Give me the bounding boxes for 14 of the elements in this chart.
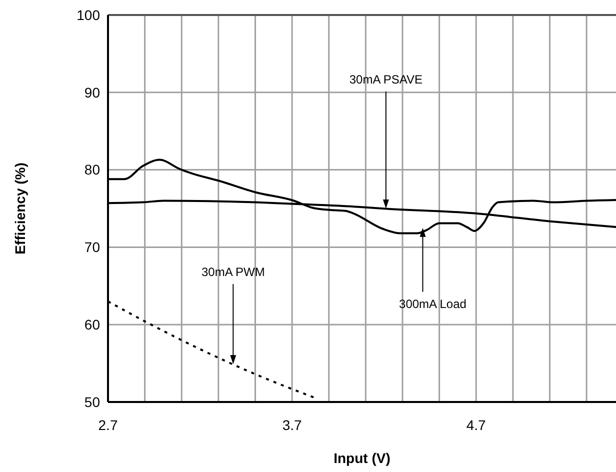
y-tick-label: 90 bbox=[84, 84, 100, 100]
annotation: 30mA PSAVE bbox=[349, 72, 423, 86]
x-tick-label: 2.7 bbox=[98, 417, 118, 433]
y-tick-label: 80 bbox=[84, 162, 100, 178]
x-axis-title: Input (V) bbox=[334, 450, 390, 466]
y-tick-label: 100 bbox=[76, 6, 100, 23]
y-axis-title: Efficiency (%) bbox=[12, 162, 28, 254]
x-tick-label: 4.7 bbox=[466, 417, 486, 433]
x-tick-label: 3.7 bbox=[282, 417, 302, 433]
annotation: 30mA PWM bbox=[201, 265, 265, 280]
y-tick-label: 70 bbox=[84, 239, 100, 256]
y-tick-label: 50 bbox=[84, 394, 100, 410]
annotation: 300mA Load bbox=[399, 296, 466, 311]
y-tick-label: 60 bbox=[84, 316, 100, 332]
